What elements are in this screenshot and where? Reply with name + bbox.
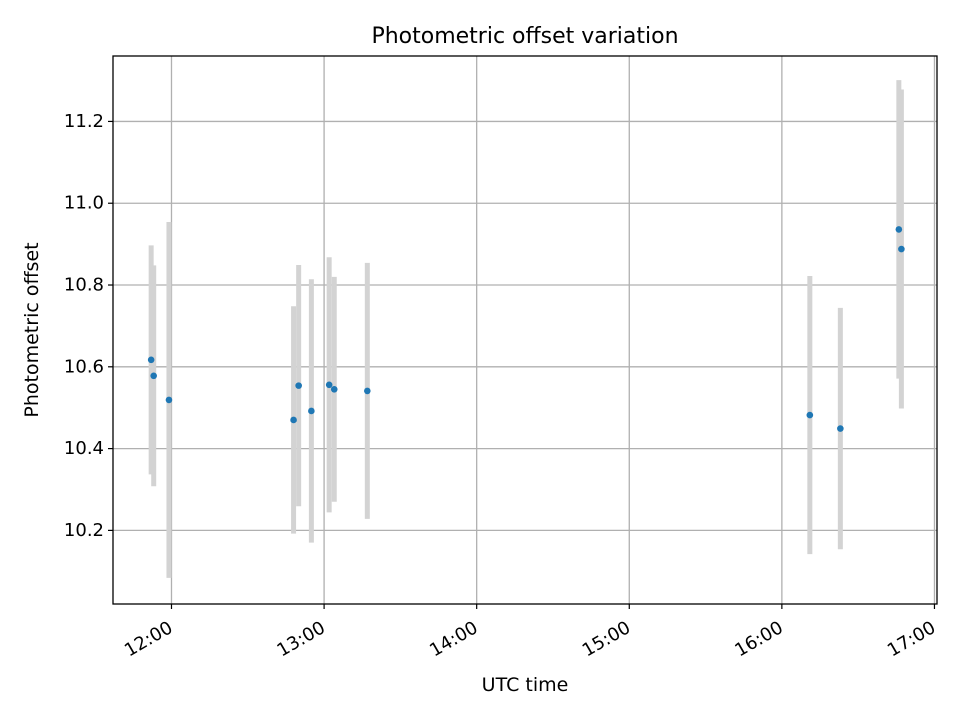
data-point (806, 411, 814, 419)
y-tick-label: 10.6 (64, 356, 104, 377)
y-tick-label: 11.2 (64, 111, 104, 132)
y-tick-label: 10.2 (64, 520, 104, 541)
y-axis-ticks: 10.2 10.4 10.6 10.8 11.0 11.2 (64, 111, 113, 541)
data-point (150, 372, 157, 380)
data-point (364, 387, 371, 395)
y-axis-label: Photometric offset (21, 242, 43, 417)
data-point (837, 425, 844, 432)
data-points (147, 226, 905, 432)
data-point (147, 356, 155, 364)
y-tick-label: 10.4 (64, 438, 104, 459)
chart-title: Photometric offset variation (371, 24, 678, 49)
data-point (165, 396, 173, 404)
grid (113, 56, 937, 604)
data-point (898, 245, 905, 253)
data-point (330, 385, 338, 393)
y-tick-label: 10.8 (64, 275, 104, 296)
data-point (325, 381, 333, 389)
x-axis-label: UTC time (482, 674, 569, 696)
data-point (290, 416, 297, 424)
plot-frame (112, 55, 938, 605)
data-point (308, 407, 315, 415)
y-tick-label: 11.0 (64, 193, 104, 214)
data-point (295, 382, 302, 389)
data-point (895, 226, 903, 233)
